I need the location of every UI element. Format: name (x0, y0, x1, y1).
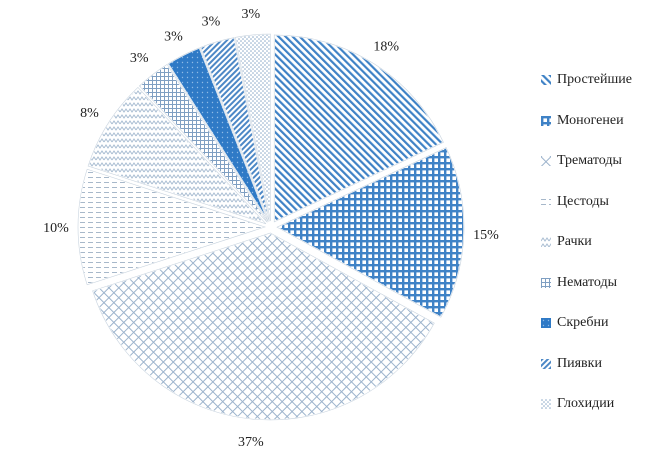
legend: Простейшие Моногенеи Трематоды Цестоды Рачки… (541, 60, 666, 425)
pie-data-labels: 18% 15% 37% 10% 8% 3% 3% 3% 3% (43, 7, 499, 450)
pie-slice-outline-3 (92, 232, 435, 421)
data-label-4: 10% (43, 221, 69, 236)
pie-slice-outline-2 (276, 147, 465, 318)
legend-label-6: Нематоды (557, 274, 617, 290)
legend-label-4: Цестоды (557, 193, 609, 209)
legend-swatch-8 (541, 358, 551, 369)
legend-swatch-9 (541, 399, 551, 410)
legend-item-4: Цестоды (541, 182, 666, 223)
pie-slice-outline-9 (235, 33, 271, 222)
pie-slice-outline-6 (138, 63, 268, 223)
legend-label-2: Моногенеи (557, 112, 624, 128)
legend-item-9: Глохидии (541, 384, 666, 425)
data-label-1: 18% (373, 40, 399, 55)
pie-slice-outline-1 (273, 34, 444, 223)
legend-label-8: Пиявки (557, 355, 602, 371)
legend-item-1: Простейшие (541, 60, 666, 101)
legend-label-1: Простейшие (557, 72, 632, 88)
data-label-6: 3% (130, 51, 149, 66)
legend-label-3: Трематоды (557, 153, 622, 169)
data-label-9: 3% (241, 7, 260, 22)
data-label-8: 3% (202, 15, 221, 30)
legend-swatch-1 (541, 75, 551, 86)
legend-item-7: Скребни (541, 303, 666, 344)
legend-swatch-5 (541, 237, 551, 248)
data-label-3: 37% (238, 435, 264, 450)
legend-swatch-7 (541, 318, 551, 329)
legend-swatch-6 (541, 277, 551, 288)
legend-swatch-3 (541, 156, 551, 167)
data-label-2: 15% (473, 228, 499, 243)
legend-item-5: Рачки (541, 222, 666, 263)
legend-swatch-4 (541, 196, 551, 207)
legend-item-6: Нематоды (541, 263, 666, 304)
legend-item-2: Моногенеи (541, 101, 666, 142)
data-label-5: 8% (80, 106, 99, 121)
legend-swatch-2 (541, 115, 551, 126)
legend-item-3: Трематоды (541, 141, 666, 182)
legend-label-5: Рачки (557, 234, 592, 250)
data-label-7: 3% (164, 29, 183, 44)
pie-slice-outline-7 (167, 47, 269, 222)
pie-slices (77, 33, 465, 421)
pie-slice-outline-8 (200, 37, 270, 222)
legend-label-9: Глохидии (557, 396, 615, 412)
pie-slice-outline-5 (87, 87, 267, 225)
legend-item-8: Пиявки (541, 344, 666, 385)
legend-label-7: Скребни (557, 315, 609, 331)
